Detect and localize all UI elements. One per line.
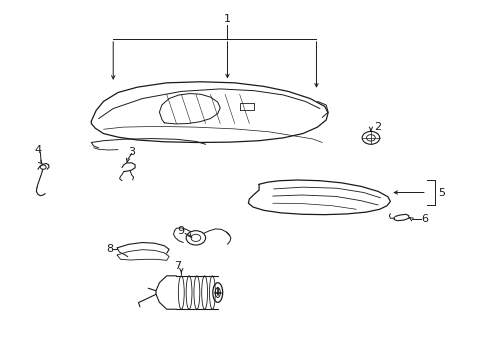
- Text: 7: 7: [173, 261, 181, 271]
- Text: 8: 8: [105, 244, 113, 253]
- Text: 9: 9: [177, 226, 184, 237]
- Text: 1: 1: [224, 14, 230, 24]
- Text: 2: 2: [373, 122, 380, 132]
- Text: 6: 6: [420, 214, 427, 224]
- Text: 4: 4: [34, 145, 41, 155]
- Text: 3: 3: [128, 147, 135, 157]
- Text: 5: 5: [437, 188, 444, 198]
